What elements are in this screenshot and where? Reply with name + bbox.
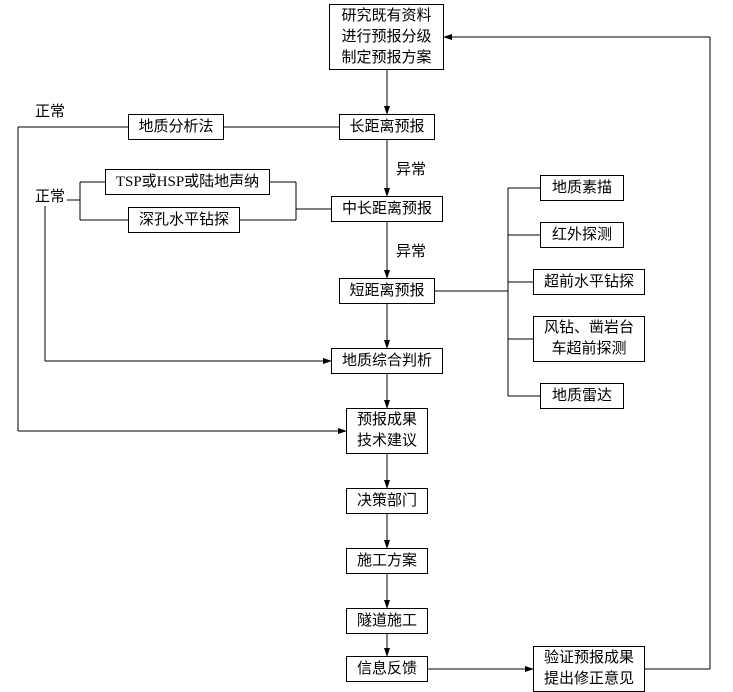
node-result: 预报成果 技术建议 bbox=[346, 408, 428, 454]
node-mid_dist: 中长距离预报 bbox=[331, 196, 443, 222]
edge-label-abnormal2: 异常 bbox=[394, 240, 428, 261]
node-geo_radar: 地质雷达 bbox=[540, 383, 624, 409]
node-infrared: 红外探测 bbox=[540, 222, 624, 248]
node-verify: 验证预报成果 提出修正意见 bbox=[533, 646, 645, 692]
edge-label-normal1: 正常 bbox=[33, 100, 67, 121]
edge-label-normal2: 正常 bbox=[33, 185, 67, 206]
node-geo_analysis: 地质分析法 bbox=[128, 114, 224, 140]
node-adv_drill: 超前水平钻探 bbox=[533, 269, 645, 295]
node-long_dist: 长距离预报 bbox=[339, 114, 435, 140]
node-wind_drill: 风钻、凿岩台 车超前探测 bbox=[533, 316, 645, 362]
node-construct: 隧道施工 bbox=[346, 608, 428, 634]
node-analysis: 地质综合判析 bbox=[331, 348, 443, 374]
node-feedback: 信息反馈 bbox=[346, 656, 428, 682]
node-tsp: TSP或HSP或陆地声纳 bbox=[105, 169, 270, 195]
node-deep_drill: 深孔水平钻探 bbox=[128, 207, 240, 233]
node-short_dist: 短距离预报 bbox=[339, 278, 435, 304]
node-geo_sketch: 地质素描 bbox=[540, 175, 624, 201]
node-start: 研究既有资料 进行预报分级 制定预报方案 bbox=[329, 4, 444, 70]
node-decision: 决策部门 bbox=[346, 488, 428, 514]
node-plan: 施工方案 bbox=[346, 548, 428, 574]
edge-label-abnormal1: 异常 bbox=[394, 158, 428, 179]
